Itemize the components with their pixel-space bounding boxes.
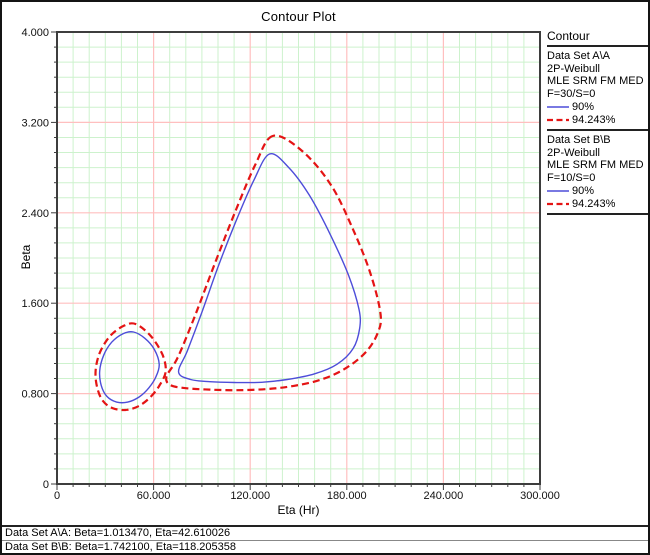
minor-grid [57, 32, 540, 484]
status-bar: Data Set A\A: Beta=1.013470, Eta=42.6100… [2, 525, 648, 553]
dashed-line-swatch-icon [547, 202, 569, 206]
legend-sample: F=10/S=0 [547, 171, 596, 184]
axis-ticks [51, 31, 541, 490]
x-tick-label: 240.000 [424, 490, 464, 502]
legend-group-0[interactable]: Data Set A\A 2P-Weibull MLE SRM FM MED F=30… [547, 50, 648, 131]
plot-legend[interactable]: Contour Data Set A\A 2P-Weibull MLE SRM FM… [547, 29, 648, 218]
tick-labels: 0 60.000 120.000 180.000 240.000 300.000 0 0.80… [21, 27, 559, 502]
legend-entry-label: 94.243% [572, 113, 616, 126]
legend-groups: Data Set A\A 2P-Weibull MLE SRM FM MED F=30… [547, 50, 648, 215]
solid-line-swatch-icon [547, 106, 569, 108]
legend-entry-label: 90% [572, 100, 595, 113]
y-tick-label: 3.200 [21, 117, 49, 129]
legend-entry-label: 94.243% [572, 197, 616, 210]
status-line-dataset-a: Data Set A\A: Beta=1.013470, Eta=42.6100… [5, 527, 231, 539]
y-axis-title: Beta [19, 244, 33, 270]
contour-plot-canvas: 0 60.000 120.000 180.000 240.000 300.000 0 0.80… [21, 27, 559, 502]
legend-entry: 94.243% [547, 113, 648, 126]
plot-title: Contour Plot [261, 9, 336, 24]
y-tick-label: 2.400 [21, 208, 49, 220]
contour-curve-2[interactable] [177, 152, 362, 384]
dashed-line-swatch-icon [547, 118, 569, 122]
legend-entry: 90% [547, 184, 648, 197]
contour-curve-1[interactable] [94, 322, 167, 412]
contour-curve-3[interactable] [165, 134, 383, 392]
x-tick-label: 120.000 [230, 490, 270, 502]
legend-entry: 94.243% [547, 197, 648, 210]
legend-group-1[interactable]: Data Set B\B 2P-Weibull MLE SRM FM MED F=10… [547, 134, 648, 215]
contour-curve-0[interactable] [98, 331, 160, 404]
legend-model: 2P-Weibull [547, 146, 600, 159]
x-tick-label: 60.000 [137, 490, 171, 502]
major-grid [57, 32, 540, 484]
x-tick-label: 300.000 [520, 490, 560, 502]
y-tick-label: 4.000 [21, 27, 49, 39]
legend-entry: 90% [547, 100, 648, 113]
status-line-dataset-b: Data Set B\B: Beta=1.742100, Eta=118.205… [2, 539, 648, 554]
legend-title: Contour [547, 29, 648, 47]
legend-method: MLE SRM FM MED [547, 75, 644, 87]
x-tick-label: 180.000 [327, 490, 367, 502]
contour-curves [94, 134, 383, 412]
solid-line-swatch-icon [547, 190, 569, 192]
legend-entry-label: 90% [572, 184, 595, 197]
plot-border [56, 31, 541, 485]
legend-dataset-name: Data Set B\B [547, 134, 611, 146]
legend-dataset-name: Data Set A\A [547, 50, 610, 62]
legend-model: 2P-Weibull [547, 62, 600, 75]
y-tick-label: 0 [43, 479, 49, 491]
y-tick-label: 0.800 [21, 389, 49, 401]
x-axis-title: Eta (Hr) [277, 503, 320, 517]
x-tick-label: 0 [54, 490, 60, 502]
y-tick-label: 1.600 [21, 298, 49, 310]
legend-sample: F=30/S=0 [547, 87, 596, 100]
legend-method: MLE SRM FM MED [547, 159, 644, 171]
